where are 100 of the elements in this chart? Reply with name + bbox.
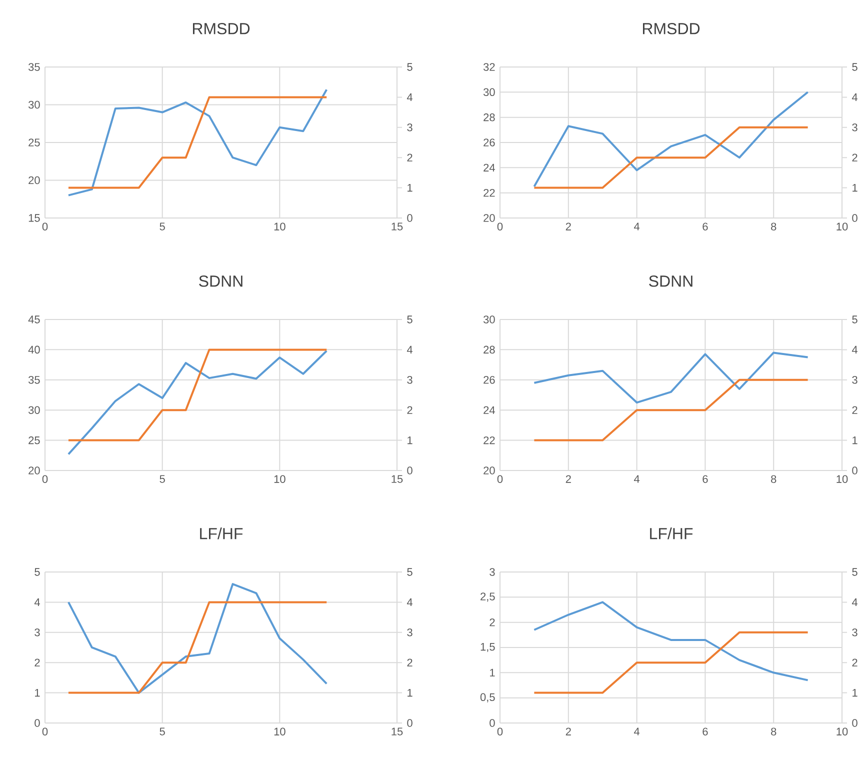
y-tick-label: 3	[34, 628, 40, 636]
y-tick-label: 26	[484, 376, 495, 384]
chart-title: RMSDD	[642, 22, 700, 34]
x-tick-label: 6	[702, 222, 708, 230]
x-tick-label: 10	[274, 222, 286, 230]
x-tick-label: 6	[702, 475, 708, 483]
line-series	[533, 601, 809, 682]
y2-tick-label: 4	[406, 598, 413, 606]
y2-tick-label: 4	[406, 346, 413, 354]
y-tick-label: 28	[484, 113, 495, 122]
y-tick-label: 1,5	[480, 643, 495, 652]
y-tick-label: 1	[35, 689, 40, 697]
y-tick-label: 32	[483, 63, 495, 71]
y2-tick-label: 4	[852, 346, 858, 354]
x-tick-label: 4	[634, 728, 640, 736]
y2-tick-label: 0	[852, 214, 858, 222]
y2-tick-label: 4	[406, 93, 413, 101]
y-tick-label: 2	[34, 658, 40, 666]
y2-tick-label: 2	[852, 658, 858, 666]
y2-tick-label: 5	[407, 568, 412, 576]
y-tick-label: 22	[484, 436, 495, 444]
chart-title: LF/HF	[650, 528, 693, 540]
y2-tick-label: 5	[852, 63, 858, 71]
y2-tick-label: 4	[852, 93, 858, 101]
x-tick-label: 5	[160, 475, 165, 483]
y-tick-label: 35	[28, 376, 40, 384]
y2-tick-label: 2	[852, 154, 858, 162]
x-tick-label: 4	[634, 475, 640, 483]
x-tick-label: 0	[497, 475, 503, 483]
x-tick-label: 10	[274, 728, 286, 736]
y2-tick-label: 2	[407, 658, 412, 666]
y-tick-label: 30	[483, 316, 495, 324]
x-tick-label: 0	[42, 222, 48, 230]
y2-tick-label: 3	[852, 376, 858, 384]
x-tick-label: 10	[836, 475, 848, 483]
x-tick-label: 2	[566, 728, 571, 736]
y-tick-label: 1	[490, 668, 495, 676]
x-tick-label: 8	[771, 475, 776, 483]
y-tick-label: 4	[34, 598, 40, 606]
y2-tick-label: 1	[852, 436, 858, 444]
y2-tick-label: 2	[407, 406, 412, 414]
x-tick-label: 15	[392, 728, 403, 736]
y-tick-label: 20	[484, 466, 495, 474]
y-tick-label: 2,5	[480, 592, 495, 602]
x-tick-label: 15	[392, 222, 403, 230]
x-tick-label: 5	[160, 222, 165, 230]
y-tick-label: 5	[34, 568, 40, 576]
y-tick-label: 45	[28, 316, 40, 324]
y2-tick-label: 1	[852, 184, 858, 192]
y2-tick-label: 2	[852, 406, 858, 414]
y-tick-label: 30	[483, 88, 495, 96]
x-tick-label: 10	[836, 222, 848, 230]
x-tick-label: 8	[771, 222, 776, 230]
y2-tick-label: 3	[852, 628, 858, 636]
y-tick-label: 30	[28, 100, 40, 109]
y2-tick-label: 3	[852, 124, 858, 132]
x-tick-label: 4	[634, 222, 640, 230]
y-tick-label: 3	[490, 568, 495, 576]
y2-tick-label: 0	[852, 466, 858, 474]
y-tick-label: 24	[484, 164, 495, 172]
y2-tick-label: 1	[852, 689, 858, 697]
y2-tick-label: 5	[852, 316, 858, 324]
chart-title: LF/HF	[200, 528, 243, 540]
y-tick-label: 24	[484, 406, 495, 414]
y-tick-label: 20	[28, 176, 40, 184]
y2-tick-label: 3	[407, 124, 412, 132]
y2-tick-label: 0	[852, 719, 858, 727]
y-tick-label: 2	[490, 618, 495, 626]
y2-tick-label: 3	[407, 628, 412, 636]
chart-title: SDNN	[649, 275, 692, 287]
y-tick-label: 20	[28, 466, 40, 474]
y2-tick-label: 4	[852, 598, 858, 606]
x-tick-label: 0	[42, 475, 48, 483]
y-tick-label: 20	[484, 214, 495, 222]
x-tick-label: 10	[836, 728, 848, 736]
line-series	[533, 352, 809, 404]
x-tick-label: 0	[497, 222, 503, 230]
x-tick-label: 0	[497, 728, 503, 736]
y-tick-label: 25	[28, 436, 40, 444]
y2-tick-label: 1	[408, 184, 412, 192]
y-tick-label: 22	[484, 188, 495, 197]
y2-tick-label: 2	[407, 154, 412, 162]
y2-tick-label: 1	[408, 689, 412, 697]
x-tick-label: 0	[42, 728, 48, 736]
y-tick-label: 15	[28, 214, 40, 222]
x-tick-label: 2	[566, 222, 571, 230]
y-tick-label: 28	[484, 346, 495, 354]
x-tick-label: 5	[160, 728, 165, 736]
y2-tick-label: 5	[407, 316, 412, 324]
x-tick-label: 10	[274, 475, 286, 483]
line-series	[533, 91, 809, 188]
y2-tick-label: 0	[407, 719, 412, 727]
y-tick-label: 26	[484, 138, 495, 146]
y-tick-label: 0	[490, 719, 495, 727]
y2-tick-label: 0	[407, 214, 412, 222]
x-tick-label: 8	[771, 728, 776, 736]
y2-tick-label: 0	[407, 466, 412, 474]
x-tick-label: 2	[566, 475, 571, 483]
chart-title: RMSDD	[192, 22, 250, 34]
x-tick-label: 15	[392, 475, 403, 483]
